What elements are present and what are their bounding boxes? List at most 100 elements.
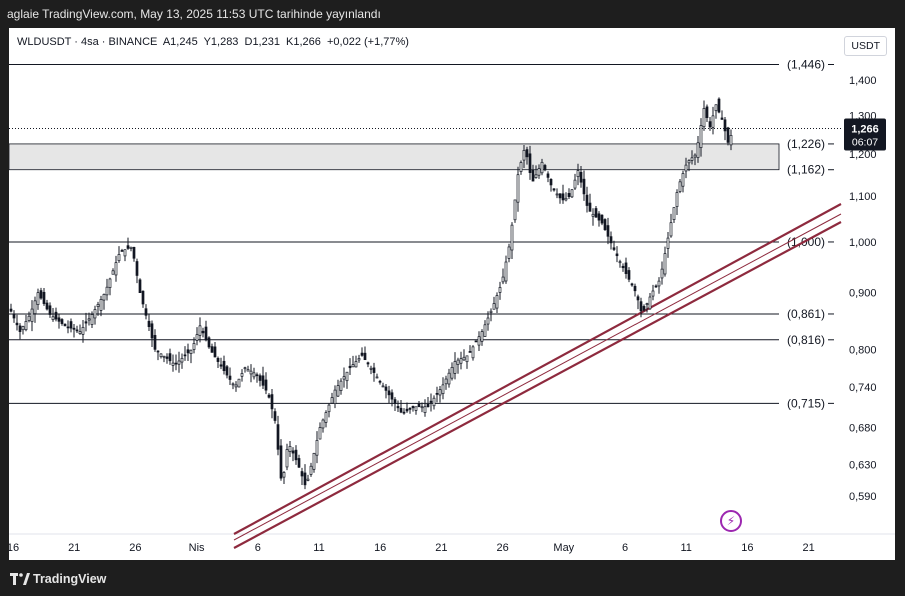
candle-body	[510, 224, 514, 251]
candle-body	[438, 389, 442, 396]
candle-body	[636, 296, 640, 301]
candle-body	[558, 193, 562, 199]
candle-body	[720, 117, 724, 120]
candle-body	[609, 236, 613, 244]
candle-body	[660, 268, 664, 279]
legend-high: Y1,283	[203, 36, 239, 48]
countdown-label: 06:07	[852, 136, 878, 148]
candle-body	[528, 153, 532, 173]
candle-body	[174, 362, 178, 365]
candle-body	[147, 320, 151, 328]
candle-body	[621, 265, 625, 269]
candle-body	[675, 192, 679, 207]
candle-body	[201, 330, 205, 334]
candle-body	[633, 285, 637, 292]
candle-body	[639, 301, 643, 312]
candle-body	[204, 326, 208, 341]
candle-body	[555, 193, 559, 196]
candle-body	[585, 194, 589, 206]
candle-body	[285, 449, 289, 468]
y-tick-label-8: 0,740	[849, 382, 877, 394]
level-label-5: (0,816)	[787, 333, 825, 347]
candle-body	[138, 279, 142, 294]
candle-body	[234, 384, 238, 388]
candle-body	[543, 165, 547, 171]
candle-body	[39, 290, 43, 299]
candle-body	[603, 219, 607, 231]
candle-body	[669, 222, 673, 237]
candle-body	[105, 286, 109, 296]
candle-body	[225, 366, 229, 376]
channel-mid-line	[233, 213, 842, 541]
candle-body	[360, 352, 364, 356]
candle-body	[348, 365, 352, 369]
y-tick-label-3: 1,200	[849, 149, 877, 161]
candle-body	[579, 171, 583, 183]
candle-body	[597, 213, 601, 221]
price-chart[interactable]: (1,446)(1,226)(1,162)(1,000)(0,861)(0,81…	[9, 28, 895, 560]
candle-body	[153, 335, 157, 350]
candle-body	[618, 261, 622, 264]
legend-symbol: WLDUSDT · 4sa · BINANCE	[17, 36, 158, 48]
candle-body	[552, 188, 556, 191]
candle-body	[63, 323, 67, 327]
candle-body	[417, 403, 421, 408]
candle-body	[255, 374, 259, 377]
chart-panel[interactable]: (1,446)(1,226)(1,162)(1,000)(0,861)(0,81…	[9, 28, 895, 560]
candle-body	[252, 372, 256, 378]
candle-body	[486, 317, 490, 325]
candle-body	[453, 361, 457, 374]
footer-brand: TradingView	[33, 572, 107, 586]
candle-body	[570, 189, 574, 198]
candle-body	[330, 397, 334, 404]
candle-body	[657, 280, 661, 287]
candle-body	[198, 325, 202, 336]
candle-body	[501, 276, 505, 283]
candle-body	[459, 358, 463, 364]
candle-body	[144, 308, 148, 316]
candle-body	[18, 325, 22, 332]
level-label-1: (1,226)	[787, 137, 825, 151]
x-tick-label-13: 21	[802, 542, 814, 554]
candle-body	[120, 250, 124, 252]
candle-body	[534, 174, 538, 178]
candle-body	[273, 411, 277, 421]
candle-body	[429, 400, 433, 403]
candle-body	[45, 302, 49, 310]
candle-body	[354, 361, 358, 368]
candle-body	[165, 356, 169, 359]
candle-body	[342, 376, 346, 380]
candle-body	[54, 311, 58, 320]
legend-close: K1,266	[286, 36, 321, 48]
candle-body	[708, 121, 712, 128]
candle-body	[156, 350, 160, 353]
candle-body	[180, 357, 184, 363]
candle-body	[516, 174, 520, 203]
candle-body	[600, 214, 604, 224]
candle-body	[483, 324, 487, 337]
candle-body	[468, 351, 472, 353]
candle-body	[492, 303, 496, 310]
lightning-icon[interactable]: ⚡	[720, 510, 742, 532]
candle-body	[654, 285, 658, 288]
candle-body	[108, 278, 112, 288]
candle-body	[42, 291, 46, 304]
x-tick-label-7: 21	[435, 542, 447, 554]
candle-body	[606, 225, 610, 237]
candle-body	[117, 254, 121, 262]
candle-body	[642, 306, 646, 311]
publish-bar: aglaie TradingView.com, May 13, 2025 11:…	[0, 0, 905, 28]
candle-body	[615, 253, 619, 257]
candle-body	[522, 149, 526, 161]
candle-body	[264, 379, 268, 391]
candle-body	[444, 378, 448, 385]
candle-body	[318, 427, 322, 440]
candle-body	[405, 408, 409, 412]
candle-body	[363, 352, 367, 361]
candle-body	[312, 452, 316, 470]
legend-open: A1,245	[162, 36, 198, 48]
candle-body	[237, 378, 241, 388]
candle-body	[717, 98, 721, 113]
candle-body	[24, 321, 28, 331]
currency-unit-button[interactable]: USDT	[844, 36, 887, 56]
